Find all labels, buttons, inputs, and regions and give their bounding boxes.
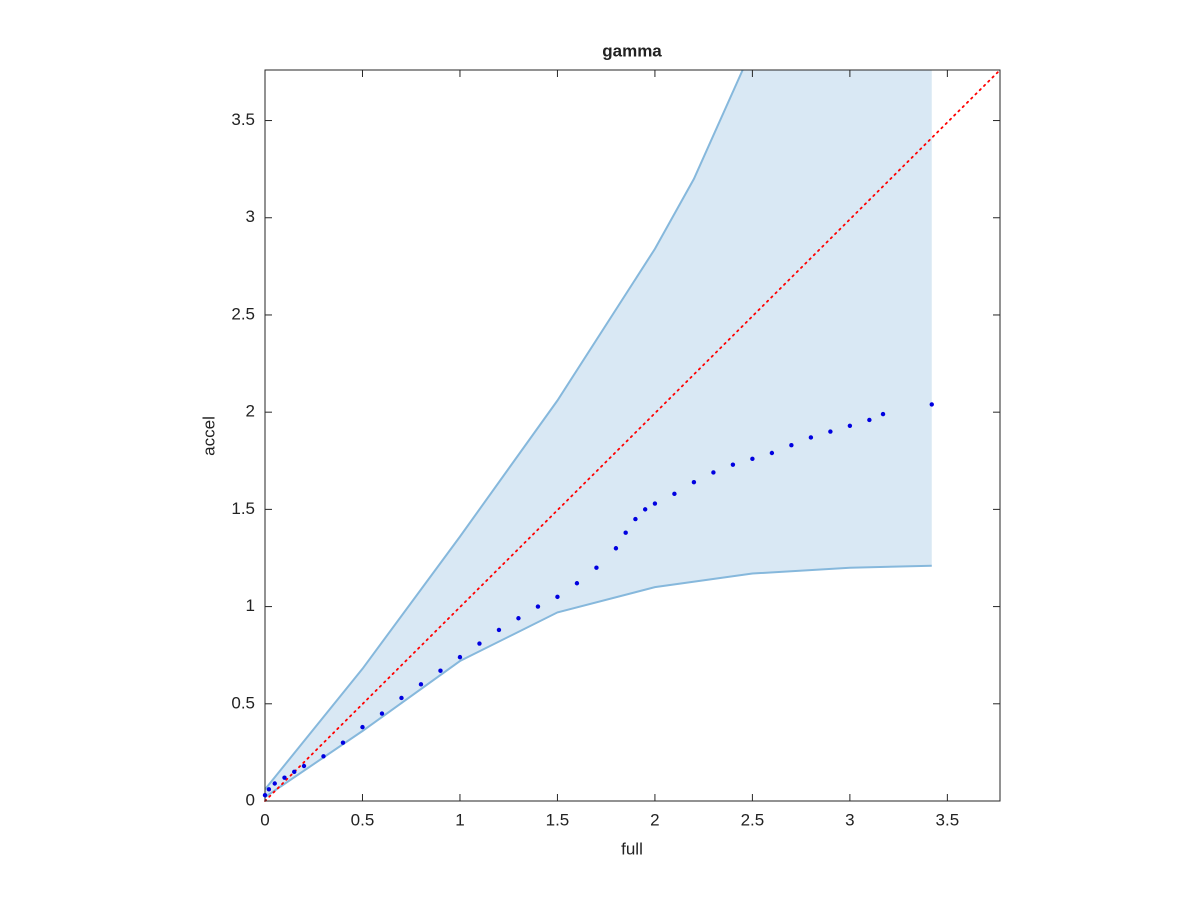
data-point	[789, 443, 794, 448]
y-tick-label: 1	[246, 596, 255, 615]
data-point	[929, 402, 934, 407]
data-point	[360, 724, 365, 730]
chart-title: gamma	[602, 41, 662, 60]
data-point	[496, 627, 502, 633]
y-tick-label: 3	[246, 207, 255, 226]
data-point	[808, 435, 814, 440]
y-tick-label: 2	[246, 402, 255, 421]
data-point	[535, 604, 541, 609]
data-point	[266, 787, 272, 792]
x-axis-label: full	[621, 839, 643, 858]
data-point	[399, 695, 404, 701]
data-point	[594, 565, 599, 570]
data-point	[282, 775, 287, 780]
band-lower-edge	[264, 564, 932, 798]
x-tick-label: 2	[650, 810, 659, 829]
data-point	[750, 456, 755, 462]
data-point	[340, 740, 346, 745]
x-tick-label: 0.5	[351, 810, 375, 829]
data-point	[769, 450, 775, 456]
data-point	[321, 754, 326, 759]
x-tick-label: 3	[845, 810, 854, 829]
y-tick-label: 0	[246, 790, 255, 809]
data-point	[301, 763, 307, 769]
data-point	[652, 501, 658, 506]
x-tick-label: 2.5	[741, 810, 765, 829]
data-point	[672, 491, 677, 497]
data-point	[633, 516, 638, 522]
data-point	[272, 781, 277, 786]
y-tick-label: 2.5	[231, 304, 255, 323]
data-point	[642, 507, 648, 512]
data-point	[477, 641, 482, 646]
x-tick-label: 3.5	[936, 810, 960, 829]
data-point	[847, 423, 853, 428]
y-tick-label: 1.5	[231, 499, 255, 518]
x-tick-label: 1.5	[546, 810, 570, 829]
data-point	[555, 594, 560, 600]
data-point	[623, 530, 628, 535]
data-point	[880, 411, 886, 417]
band-area	[265, 70, 932, 798]
data-point	[516, 616, 521, 621]
band-upper-edge	[264, 69, 744, 790]
axes-box	[264, 69, 1001, 802]
data-point	[262, 792, 268, 798]
x-tick-label: 1	[455, 810, 464, 829]
data-point	[418, 682, 424, 687]
data-point	[292, 769, 297, 775]
data-point	[457, 654, 463, 660]
data-point	[691, 479, 697, 485]
data-point	[438, 668, 443, 673]
y-tick-label: 0.5	[231, 693, 255, 712]
data-point	[711, 470, 716, 475]
y-tick-label: 3.5	[231, 110, 255, 129]
data-point	[730, 462, 736, 467]
data-point	[867, 417, 872, 423]
data-point	[613, 546, 619, 551]
data-point	[574, 581, 580, 586]
data-point	[379, 711, 385, 716]
reference-line	[264, 69, 1001, 802]
data-point	[828, 429, 833, 434]
y-axis-label: accel	[199, 416, 218, 456]
x-tick-label: 0	[260, 810, 269, 829]
